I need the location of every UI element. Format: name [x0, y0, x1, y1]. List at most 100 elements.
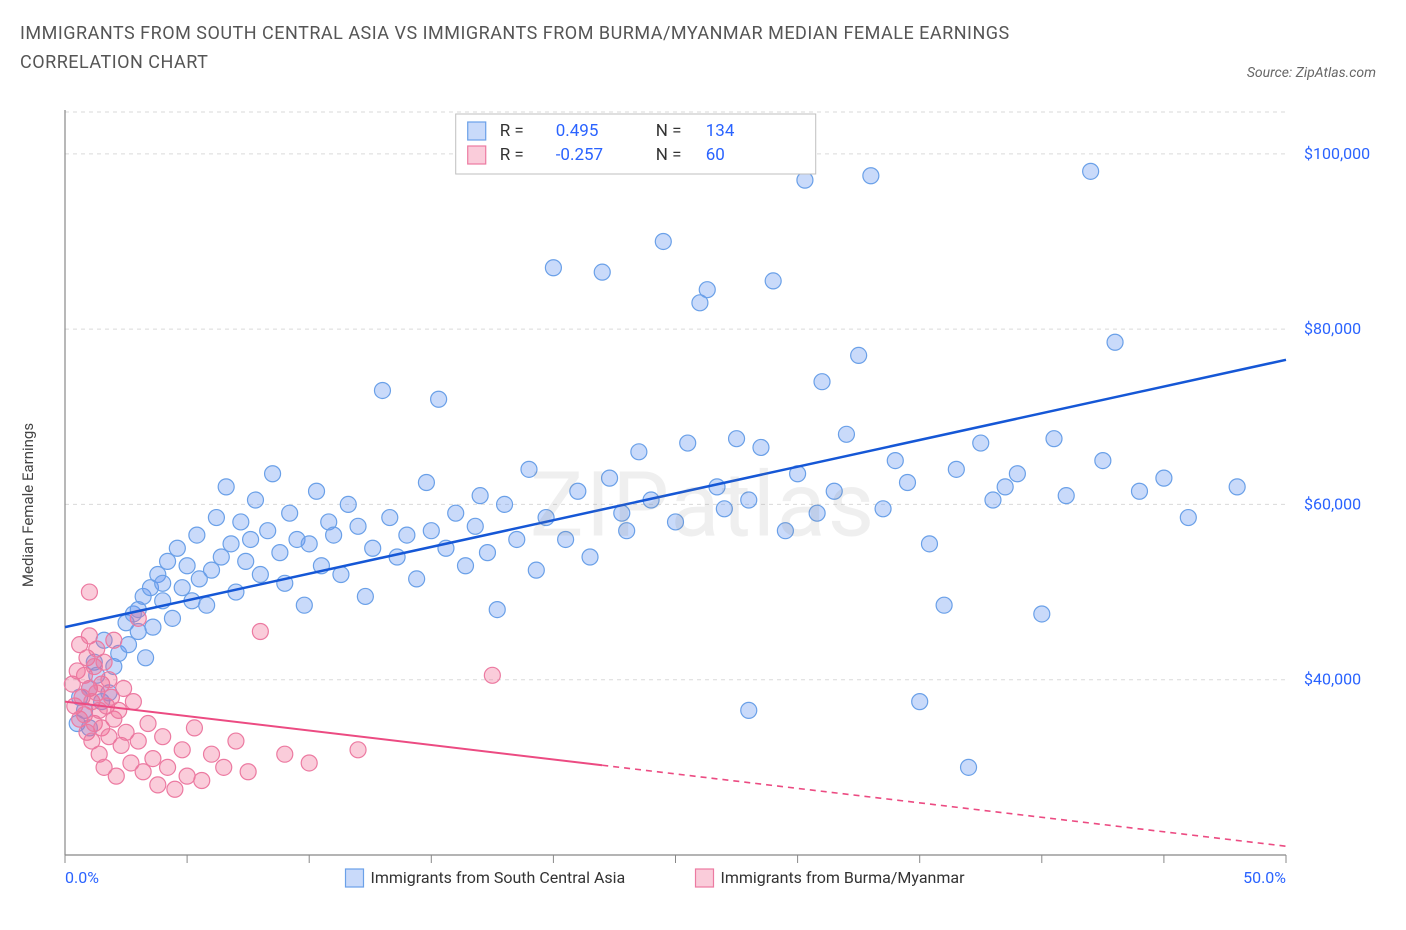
- scatter-point: [199, 597, 215, 613]
- scatter-point: [489, 602, 505, 618]
- scatter-point: [1131, 483, 1147, 499]
- scatter-point: [357, 588, 373, 604]
- scatter-point: [260, 523, 276, 539]
- scatter-point: [1107, 334, 1123, 350]
- legend-n-label: N =: [656, 121, 682, 141]
- scatter-point: [973, 435, 989, 451]
- scatter-point: [631, 444, 647, 460]
- chart-source: Source: ZipAtlas.com: [1247, 65, 1376, 81]
- scatter-point: [213, 549, 229, 565]
- scatter-point: [277, 746, 293, 762]
- scatter-point: [399, 527, 415, 543]
- scatter-point: [340, 496, 356, 512]
- scatter-point: [423, 523, 439, 539]
- scatter-point: [252, 567, 268, 583]
- scatter-point: [472, 488, 488, 504]
- scatter-point: [863, 168, 879, 184]
- scatter-point: [655, 233, 671, 249]
- scatter-point: [167, 781, 183, 797]
- scatter-point: [389, 549, 405, 565]
- scatter-point: [1180, 510, 1196, 526]
- scatter-point: [101, 672, 117, 688]
- scatter-point: [120, 637, 136, 653]
- scatter-point: [145, 751, 161, 767]
- chart-title: IMMIGRANTS FROM SOUTH CENTRAL ASIA VS IM…: [20, 20, 1120, 78]
- scatter-point: [228, 733, 244, 749]
- scatter-point: [130, 733, 146, 749]
- scatter-point: [1095, 453, 1111, 469]
- scatter-point: [797, 172, 813, 188]
- scatter-point: [169, 540, 185, 556]
- trend-line: [65, 360, 1286, 627]
- scatter-point: [899, 475, 915, 491]
- legend-swatch: [346, 869, 364, 887]
- scatter-point: [238, 553, 254, 569]
- scatter-point: [382, 510, 398, 526]
- scatter-point: [155, 575, 171, 591]
- legend-series-label: Immigrants from Burma/Myanmar: [721, 868, 966, 887]
- scatter-point: [160, 553, 176, 569]
- scatter-point: [448, 505, 464, 521]
- chart-container: Median Female Earnings ZIPatlas $40,000$…: [20, 100, 1386, 910]
- scatter-point: [985, 492, 1001, 508]
- scatter-point: [467, 518, 483, 534]
- y-axis-label: Median Female Earnings: [19, 423, 37, 587]
- y-tick-label: $60,000: [1304, 494, 1361, 513]
- scatter-point: [997, 479, 1013, 495]
- scatter-point: [81, 584, 97, 600]
- legend-swatch: [468, 146, 486, 164]
- scatter-point: [296, 597, 312, 613]
- legend-swatch: [696, 869, 714, 887]
- legend-r-value: -0.257: [556, 145, 603, 165]
- y-tick-label: $80,000: [1304, 319, 1361, 338]
- scatter-point: [208, 510, 224, 526]
- scatter-point: [497, 496, 513, 512]
- scatter-point: [218, 479, 234, 495]
- scatter-point: [668, 514, 684, 530]
- scatter-point: [418, 475, 434, 491]
- legend-n-value: 134: [706, 121, 735, 141]
- scatter-point: [160, 759, 176, 775]
- scatter-point: [887, 453, 903, 469]
- scatter-point: [826, 483, 842, 499]
- scatter-point: [809, 505, 825, 521]
- legend-series-label: Immigrants from South Central Asia: [371, 868, 626, 887]
- scatter-point: [570, 483, 586, 499]
- scatter-point: [106, 632, 122, 648]
- scatter-point: [179, 768, 195, 784]
- scatter-point: [1083, 163, 1099, 179]
- scatter-point: [243, 531, 259, 547]
- scatter-point: [374, 382, 390, 398]
- scatter-point: [558, 531, 574, 547]
- legend-n-label: N =: [656, 145, 682, 165]
- scatter-point: [741, 702, 757, 718]
- scatter-point: [1034, 606, 1050, 622]
- scatter-point: [699, 282, 715, 298]
- scatter-point: [709, 479, 725, 495]
- scatter-point: [765, 273, 781, 289]
- scatter-point: [282, 505, 298, 521]
- scatter-point: [174, 580, 190, 596]
- scatter-point: [204, 746, 220, 762]
- scatter-point: [204, 562, 220, 578]
- scatter-point: [409, 571, 425, 587]
- scatter-point: [155, 729, 171, 745]
- scatter-point: [484, 667, 500, 683]
- scatter-point: [431, 391, 447, 407]
- scatter-point: [921, 536, 937, 552]
- scatter-point: [851, 347, 867, 363]
- scatter-point: [272, 545, 288, 561]
- y-tick-label: $40,000: [1304, 670, 1361, 689]
- scatter-point: [528, 562, 544, 578]
- scatter-point: [216, 759, 232, 775]
- scatter-point: [309, 483, 325, 499]
- scatter-point: [912, 694, 928, 710]
- scatter-point: [457, 558, 473, 574]
- scatter-point: [301, 755, 317, 771]
- scatter-point: [164, 610, 180, 626]
- scatter-point: [265, 466, 281, 482]
- scatter-chart: $40,000$60,000$80,000$100,0000.0%50.0%R …: [20, 100, 1386, 910]
- legend-n-value: 60: [706, 145, 725, 165]
- scatter-point: [741, 492, 757, 508]
- scatter-point: [96, 654, 112, 670]
